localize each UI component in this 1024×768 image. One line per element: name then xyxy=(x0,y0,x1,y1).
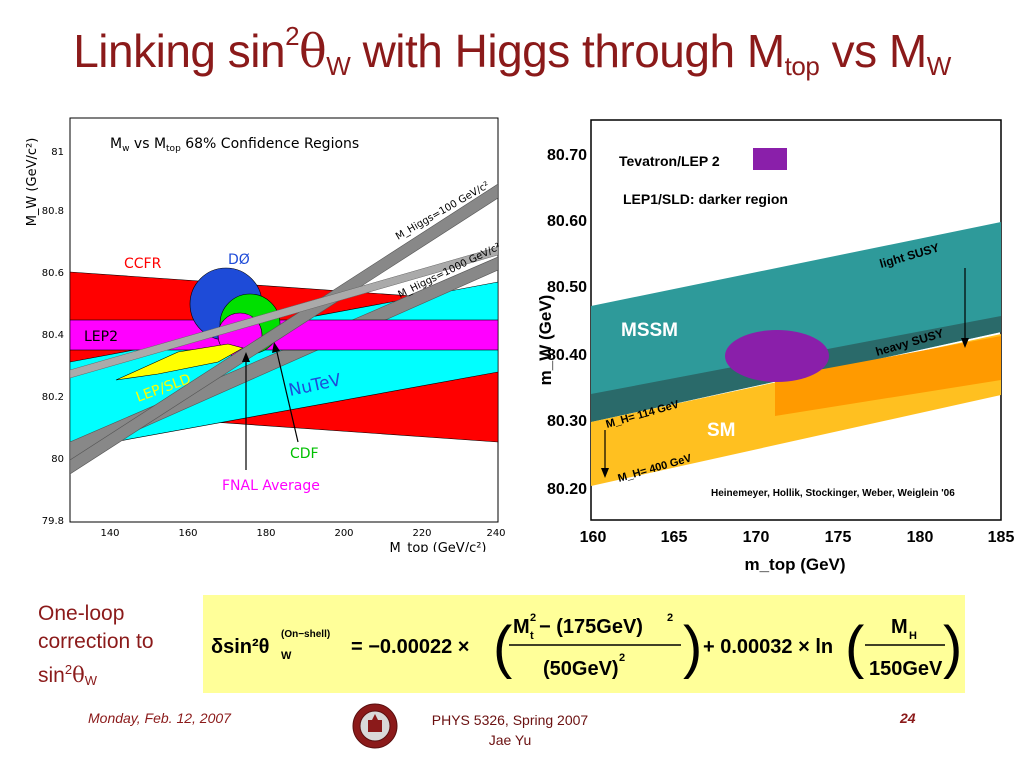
x-tick: 170 xyxy=(743,529,770,546)
plot-title: Mw vs Mtop 68% Confidence Regions xyxy=(110,136,359,154)
big-paren-left: ( xyxy=(493,615,512,680)
y-tick: 80.8 xyxy=(42,206,64,217)
x-tick: 180 xyxy=(907,529,934,546)
y-axis-label: m_W (GeV) xyxy=(536,295,555,386)
mw-vs-mtop-mssm-sm-plot: 80.70 80.60 80.50 80.40 80.30 80.20 160 … xyxy=(536,119,1015,574)
ccfr-label: CCFR xyxy=(124,256,162,272)
tevatron-lep2-ellipse xyxy=(725,330,829,382)
mssm-region xyxy=(591,222,1001,422)
mhiggs1000-band xyxy=(70,256,498,461)
y-tick: 80.6 xyxy=(42,268,64,279)
formula-num-sup: 2 xyxy=(530,612,536,624)
x-tick: 160 xyxy=(178,528,197,539)
slide-title: Linking sin2θW with Higgs through Mtop v… xyxy=(73,21,951,81)
mhiggs100-band xyxy=(70,183,498,475)
formula-box: δsin²θ (On−shell) W = −0.00022 × ( M 2 t… xyxy=(203,595,965,693)
footer-date: Monday, Feb. 12, 2007 xyxy=(88,710,231,726)
x-tick: 180 xyxy=(256,528,275,539)
legend-tevatron-lep2: Tevatron/LEP 2 xyxy=(619,153,720,169)
x-tick: 200 xyxy=(334,528,353,539)
formula-den: (50GeV) xyxy=(543,658,619,680)
mssm-label: MSSM xyxy=(621,320,678,341)
y-tick: 80.60 xyxy=(547,213,587,230)
d0-label: DØ xyxy=(228,252,250,268)
formula-coef1: = −0.00022 × xyxy=(351,636,469,658)
sm-darker-region xyxy=(775,336,1001,416)
formula-lhs-sup: (On−shell) xyxy=(281,629,330,640)
formula-mh-den: 150GeV xyxy=(869,658,943,680)
ln-paren-right: ) xyxy=(943,615,962,680)
x-tick: 175 xyxy=(825,529,852,546)
formula-num-rest-sup: 2 xyxy=(667,612,673,624)
formula-lhs-sub: W xyxy=(281,650,292,662)
x-tick: 165 xyxy=(661,529,688,546)
formula-mh: M xyxy=(891,616,908,638)
y-tick: 80.30 xyxy=(547,413,587,430)
formula-mh-sub: H xyxy=(909,630,917,642)
y-tick: 80.4 xyxy=(42,330,64,341)
y-axis-label: M_W (GeV/c²) xyxy=(25,138,40,227)
legend-swatch xyxy=(753,148,787,170)
footer-course: PHYS 5326, Spring 2007 Jae Yu xyxy=(431,712,589,748)
x-axis-label: m_top (GeV) xyxy=(744,555,845,574)
page-number: 24 xyxy=(900,710,916,726)
y-tick: 81 xyxy=(51,147,64,158)
formula-lhs: δsin²θ xyxy=(211,636,270,658)
credit-label: Heinemeyer, Hollik, Stockinger, Weber, W… xyxy=(711,488,955,499)
x-tick: 160 xyxy=(580,529,607,546)
x-tick: 140 xyxy=(100,528,119,539)
mw-vs-mtop-confidence-plot: 81 80.8 80.6 80.4 80.2 80 79.8 140 160 1… xyxy=(25,117,506,552)
x-axis-label: M_top (GeV/c²) xyxy=(390,541,487,552)
y-tick: 80.2 xyxy=(42,392,64,403)
cdf-label: CDF xyxy=(290,446,319,462)
fnal-average-label: FNAL Average xyxy=(222,478,320,494)
formula-equation: δsin²θ (On−shell) W = −0.00022 × ( M 2 t… xyxy=(211,612,962,680)
formula-den-sup: 2 xyxy=(619,652,625,664)
lep-sld-region xyxy=(115,343,244,381)
x-tick: 240 xyxy=(486,528,505,539)
ln-paren-left: ( xyxy=(845,615,864,680)
grey-band-lower xyxy=(70,246,498,379)
x-tick: 185 xyxy=(988,529,1015,546)
formula-coef2: + 0.00032 × ln xyxy=(703,636,833,658)
x-tick: 220 xyxy=(412,528,431,539)
formula-num-sub: t xyxy=(530,630,534,642)
lep2-label: LEP2 xyxy=(84,329,118,345)
formula-num-rest: − (175GeV) xyxy=(539,616,643,638)
sm-label: SM xyxy=(707,420,736,441)
y-tick: 80.50 xyxy=(547,279,587,296)
y-tick: 80.70 xyxy=(547,147,587,164)
legend-lep1-sld: LEP1/SLD: darker region xyxy=(623,191,788,207)
y-tick: 79.8 xyxy=(42,516,64,527)
formula-num-m: M xyxy=(513,616,530,638)
university-seal-icon xyxy=(352,703,398,749)
y-tick: 80 xyxy=(51,454,64,465)
big-paren-right: ) xyxy=(683,615,702,680)
y-tick: 80.20 xyxy=(547,481,587,498)
y-tick: 80.40 xyxy=(547,347,587,364)
formula-caption: One-loop correction to sin2θW xyxy=(38,602,154,688)
